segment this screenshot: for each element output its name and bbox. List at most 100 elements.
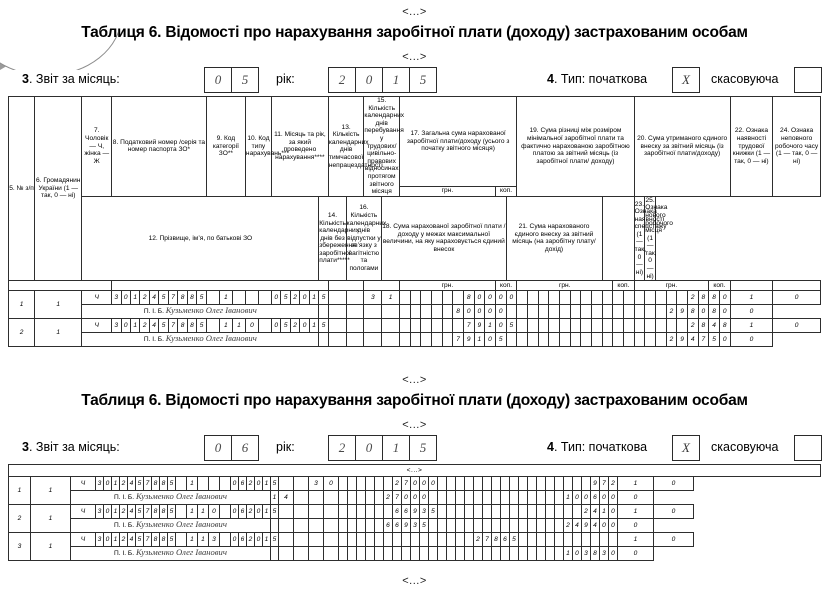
labour-book-flag[interactable]: 1 — [617, 504, 654, 519]
tax-id-digit[interactable]: 5 — [135, 532, 144, 547]
gross-kop-digit[interactable] — [419, 532, 429, 547]
diff-cell-b[interactable] — [548, 304, 560, 320]
month-digit[interactable]: 6 — [231, 435, 259, 461]
sex-cell[interactable]: Ч — [70, 532, 96, 547]
type-initial-checkbox[interactable]: X — [672, 435, 700, 461]
accrued-grn-digit[interactable] — [554, 518, 564, 533]
period-digit[interactable]: 5 — [270, 532, 279, 547]
withheld-grn-digit[interactable] — [563, 476, 573, 491]
diff-cell-b[interactable] — [464, 490, 474, 505]
diff-cell-b[interactable] — [491, 546, 501, 561]
accrued-kop-digit[interactable]: 0 — [599, 490, 609, 505]
diff-cell-b[interactable] — [558, 332, 571, 348]
tax-id-digit[interactable]: 8 — [151, 504, 160, 519]
gross-grn-digit[interactable] — [409, 290, 422, 306]
capped-grn-digit[interactable]: 6 — [392, 518, 402, 533]
diff-cell-b[interactable] — [482, 546, 492, 561]
tax-id-digit[interactable]: 3 — [111, 290, 122, 306]
capped-grn-digit[interactable] — [430, 332, 443, 348]
period-digit[interactable]: 6 — [238, 504, 247, 519]
year-digit[interactable]: 5 — [409, 67, 437, 93]
year-digit[interactable]: 0 — [355, 67, 383, 93]
withheld-grn-digit[interactable] — [554, 532, 564, 547]
sick-days-digit[interactable] — [327, 318, 347, 334]
gross-grn-digit[interactable]: 7 — [401, 476, 411, 491]
accrued-grn-digit[interactable]: 0 — [581, 490, 591, 505]
work-days-digit[interactable] — [323, 532, 339, 547]
accrued-grn-digit[interactable]: 9 — [676, 304, 688, 320]
capped-grn-digit[interactable]: 9 — [462, 332, 475, 348]
category-digit[interactable] — [197, 476, 209, 491]
capped-kop-digit[interactable]: 3 — [410, 518, 420, 533]
period-digit[interactable]: 1 — [262, 532, 271, 547]
period-digit[interactable]: 0 — [230, 504, 239, 519]
accrued-grn-digit[interactable] — [633, 332, 646, 348]
period-digit[interactable]: 5 — [270, 476, 279, 491]
period-digit[interactable]: 6 — [238, 476, 247, 491]
row-index[interactable]: 1 — [7, 290, 36, 320]
accrued-grn-digit[interactable] — [527, 546, 537, 561]
work-days-digit[interactable] — [323, 504, 339, 519]
capped-grn-digit[interactable] — [347, 490, 357, 505]
tax-id-digit[interactable]: 8 — [177, 290, 188, 306]
diff-grn-digit[interactable] — [526, 290, 539, 306]
accrued-kop-digit[interactable]: 5 — [708, 332, 720, 348]
withheld-grn-digit[interactable] — [572, 532, 582, 547]
type-code-digit[interactable] — [219, 504, 231, 519]
year-digit[interactable]: 1 — [382, 67, 410, 93]
category-digit[interactable] — [175, 504, 187, 519]
diff-cell-b[interactable] — [612, 304, 624, 320]
period-digit[interactable]: 2 — [246, 476, 255, 491]
gross-grn-digit[interactable] — [452, 318, 464, 334]
capped-grn-digit[interactable] — [392, 546, 402, 561]
tax-id-digit[interactable]: 8 — [177, 318, 188, 334]
maternity-days-digit[interactable] — [345, 332, 365, 348]
period-digit[interactable]: 0 — [299, 290, 310, 306]
accrued-grn-digit[interactable] — [654, 304, 667, 320]
diff-cell-b[interactable] — [428, 490, 438, 505]
type-code-digit[interactable]: 0 — [244, 318, 259, 334]
tax-id-digit[interactable]: 7 — [143, 532, 152, 547]
gross-kop-digit[interactable] — [428, 532, 438, 547]
withheld-grn-digit[interactable] — [536, 476, 546, 491]
withheld-grn-digit[interactable] — [676, 290, 688, 306]
capped-grn-digit[interactable] — [365, 546, 375, 561]
diff-grn-digit[interactable] — [446, 476, 456, 491]
diff-cell-b[interactable] — [601, 332, 614, 348]
accrued-grn-digit[interactable]: 1 — [563, 546, 573, 561]
withheld-kop-digit[interactable]: 1 — [599, 504, 609, 519]
capped-kop-digit[interactable]: 0 — [484, 332, 496, 348]
accrued-grn-digit[interactable] — [536, 518, 546, 533]
capped-grn-digit[interactable] — [347, 546, 357, 561]
accrued-kop-digit[interactable]: 8 — [590, 546, 600, 561]
accrued-grn-digit[interactable] — [644, 332, 656, 348]
capped-grn-digit[interactable] — [356, 518, 366, 533]
checkbox-mark[interactable]: X — [672, 435, 700, 461]
checkbox-empty[interactable]: · — [794, 67, 822, 93]
type-code-digit[interactable] — [208, 476, 220, 491]
gross-grn-digit[interactable] — [392, 532, 402, 547]
capped-grn-digit[interactable] — [398, 332, 411, 348]
tax-id-digit[interactable]: 5 — [167, 504, 176, 519]
capped-grn-digit[interactable] — [420, 304, 432, 320]
type-initial-checkbox[interactable]: X — [672, 67, 700, 93]
row-index[interactable]: 2 — [8, 504, 31, 533]
unpaid-days-digit[interactable]: 1 — [270, 490, 279, 505]
sick-days-digit[interactable] — [345, 318, 365, 334]
diff-grn-digit[interactable] — [455, 476, 465, 491]
diff-cell-b[interactable] — [464, 546, 474, 561]
tax-id-digit[interactable]: 5 — [135, 476, 144, 491]
gross-grn-digit[interactable]: 9 — [410, 504, 420, 519]
accrued-kop-digit[interactable]: 0 — [697, 304, 710, 320]
special-exp-flag[interactable]: 0 — [608, 490, 618, 505]
period-digit[interactable]: 5 — [318, 290, 329, 306]
diff-cell-b[interactable] — [537, 332, 550, 348]
year-digit[interactable]: 2 — [328, 435, 356, 461]
tax-id-digit[interactable]: 1 — [111, 476, 120, 491]
period-digit[interactable]: 5 — [280, 318, 291, 334]
type-code-digit[interactable] — [257, 290, 272, 306]
diff-cell-b[interactable] — [446, 546, 456, 561]
tax-id-digit[interactable]: 8 — [159, 504, 168, 519]
capped-grn-digit[interactable] — [356, 546, 366, 561]
